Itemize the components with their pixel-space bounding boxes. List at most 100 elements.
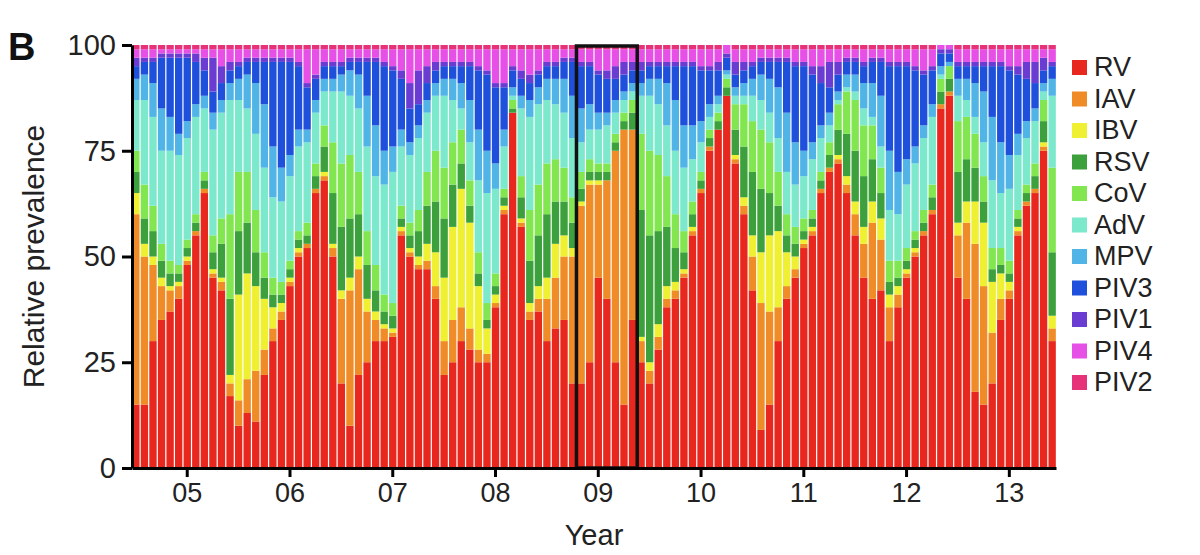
bar-segment xyxy=(278,282,285,295)
bar-segment xyxy=(518,108,525,176)
bar-segment xyxy=(697,180,704,188)
bar-segment xyxy=(655,66,662,79)
bar-segment xyxy=(646,66,653,79)
bar-segment xyxy=(586,130,593,160)
bar-segment xyxy=(398,45,405,49)
bar-segment xyxy=(595,75,602,113)
bar-segment xyxy=(363,96,370,147)
bar-segment xyxy=(869,49,876,57)
bar-segment xyxy=(894,66,901,172)
panel-label: B xyxy=(8,26,35,68)
bar-segment xyxy=(261,104,268,167)
bar-segment xyxy=(543,278,550,299)
bar-segment xyxy=(620,121,627,129)
bar-segment xyxy=(372,290,379,311)
bar-segment xyxy=(646,383,653,468)
bar-segment xyxy=(663,176,670,227)
bar-segment xyxy=(946,62,953,66)
tick-mark xyxy=(391,468,394,477)
bar-segment xyxy=(869,202,876,223)
legend-label: PIV3 xyxy=(1094,273,1153,303)
bar-segment xyxy=(492,49,499,83)
tick-mark xyxy=(905,468,908,477)
bar-segment xyxy=(929,214,936,468)
bar-segment xyxy=(672,290,679,298)
bar-segment xyxy=(766,49,773,57)
bar-segment xyxy=(1023,62,1030,79)
bar-segment xyxy=(449,320,456,362)
bar-segment xyxy=(243,108,250,171)
bar-segment xyxy=(877,218,884,239)
bar-segment xyxy=(252,45,259,49)
bar-segment xyxy=(440,49,447,62)
legend-swatch xyxy=(1072,123,1087,138)
bar-segment xyxy=(577,172,584,189)
bar-segment xyxy=(509,113,516,468)
bar-segment xyxy=(303,248,310,468)
bar-segment xyxy=(226,49,233,62)
bar-segment xyxy=(1048,96,1055,168)
bar-segment xyxy=(526,75,533,83)
bar-segment xyxy=(852,202,859,215)
bar-segment xyxy=(706,138,713,146)
bar-segment xyxy=(706,66,713,70)
bar-segment xyxy=(398,130,405,147)
bar-segment xyxy=(774,87,781,138)
bar-segment xyxy=(577,206,584,384)
bar-segment xyxy=(954,121,961,172)
bar-segment xyxy=(175,49,182,53)
bar-segment xyxy=(834,100,841,104)
bar-segment xyxy=(389,337,396,468)
bar-segment xyxy=(663,227,670,286)
bar-segment xyxy=(740,206,747,214)
bar-segment xyxy=(483,303,490,320)
bar-segment xyxy=(226,214,233,299)
bar-segment xyxy=(697,45,704,49)
bar-segment xyxy=(663,49,670,62)
bar-segment xyxy=(971,202,978,244)
bar-segment xyxy=(201,193,208,468)
bar-segment xyxy=(997,142,1004,193)
legend-swatch xyxy=(1072,155,1087,170)
bar-segment xyxy=(449,362,456,468)
bar-segment xyxy=(980,176,987,201)
bar-segment xyxy=(141,49,148,57)
bar-segment xyxy=(997,299,1004,320)
bar-segment xyxy=(954,49,961,62)
bar-segment xyxy=(603,70,610,78)
bar-segment xyxy=(286,278,293,282)
bar-segment xyxy=(903,278,910,468)
bar-segment xyxy=(946,79,953,92)
bar-segment xyxy=(552,104,559,159)
bar-segment xyxy=(398,235,405,468)
bar-segment xyxy=(458,49,465,62)
bar-segment xyxy=(346,278,353,291)
bar-segment xyxy=(192,214,199,222)
bar-segment xyxy=(338,290,345,298)
bar-segment xyxy=(406,252,413,256)
bar-segment xyxy=(989,45,996,49)
bar-segment xyxy=(440,218,447,277)
bar-segment xyxy=(500,83,507,87)
bar-segment xyxy=(158,151,165,244)
bar-segment xyxy=(500,210,507,214)
bar-segment xyxy=(338,163,345,226)
bar-segment xyxy=(989,333,996,384)
bar-segment xyxy=(792,185,799,227)
bar-segment xyxy=(1006,155,1013,189)
bar-segment xyxy=(415,45,422,49)
bar-segment xyxy=(792,269,799,277)
bar-segment xyxy=(860,278,867,468)
bar-segment xyxy=(800,176,807,218)
bar-segment xyxy=(792,66,799,142)
bar-segment xyxy=(894,45,901,49)
bar-segment xyxy=(458,307,465,341)
bar-segment xyxy=(629,92,636,100)
bar-segment xyxy=(937,49,944,53)
bar-segment xyxy=(526,320,533,468)
bar-segment xyxy=(689,45,696,49)
bar-segment xyxy=(483,49,490,70)
bar-segment xyxy=(518,49,525,70)
bar-segment xyxy=(714,49,721,62)
bar-segment xyxy=(595,130,602,164)
